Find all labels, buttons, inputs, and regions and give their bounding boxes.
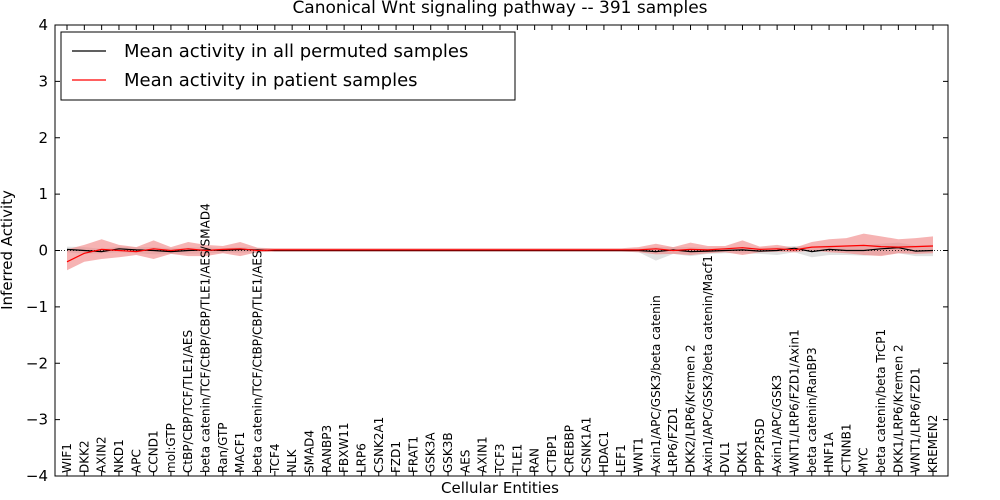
x-tick-label: FRAT1	[406, 436, 420, 473]
x-tick-label: NLK	[285, 448, 299, 473]
x-tick-label: beta catenin/RanBP3	[805, 347, 819, 473]
legend-label-permuted: Mean activity in all permuted samples	[124, 41, 468, 62]
line-series-1	[66, 244, 934, 263]
x-tick-label: CSNK1A1	[580, 417, 594, 473]
x-tick-label: CSNK2A1	[372, 417, 386, 473]
x-tick-label: GSK3B	[441, 432, 455, 473]
y-tick-label: 4	[38, 16, 48, 34]
y-tick-label: −3	[26, 411, 48, 429]
chart-title: Canonical Wnt signaling pathway -- 391 s…	[292, 0, 707, 18]
x-tick-label: WNT1/LRP6/FZD1	[909, 367, 923, 473]
x-tick-label: LEF1	[614, 444, 628, 473]
y-tick-label: 0	[38, 242, 48, 260]
x-tick-label: DVL1	[718, 441, 732, 473]
plot-area	[55, 233, 948, 271]
x-tick-label: GSK3A	[424, 432, 438, 473]
x-tick-label: Ran/GTP	[216, 422, 230, 473]
x-tick-label: WNT1	[632, 437, 646, 473]
x-tick-label: HDAC1	[597, 431, 611, 473]
x-tick-label: Axin1/APC/GSK3	[770, 375, 784, 473]
x-tick-label: FBXW11	[337, 423, 351, 474]
y-tick-label: −1	[26, 298, 48, 316]
x-tick-label: TLE1	[510, 444, 524, 474]
x-tick-label: TCF3	[493, 443, 507, 474]
x-tick-label: AXIN1	[476, 436, 490, 473]
x-tick-label: Axin1/APC/GSK3/beta catenin	[649, 295, 663, 473]
y-axis-title: Inferred Activity	[0, 190, 16, 310]
x-tick-label: WNT1/LRP6/FZD1/Axin1	[787, 329, 801, 473]
y-tick-label: 1	[38, 185, 48, 203]
x-tick-label: DKK2	[77, 440, 91, 473]
x-tick-label: CCND1	[147, 430, 161, 473]
legend: Mean activity in all permuted samples Me…	[60, 31, 516, 101]
x-tick-label: DKK1	[736, 440, 750, 473]
x-tick-label: AXIN2	[95, 436, 109, 473]
x-tick-label: CREBBP	[562, 425, 576, 473]
x-tick-label: PPP2R5D	[753, 418, 767, 473]
x-tick-label: beta catenin/TCF/CtBP/CBP/TLE1/AES	[251, 250, 265, 473]
x-tick-label: SMAD4	[303, 430, 317, 473]
x-tick-label: DKK1/LRP6/Kremen 2	[891, 344, 905, 473]
y-tick-label: 2	[38, 129, 48, 147]
legend-label-patient: Mean activity in patient samples	[124, 70, 418, 91]
legend-box	[60, 31, 516, 101]
x-tick-label: LRP6	[354, 443, 368, 473]
x-tick-label: APC	[129, 449, 143, 473]
x-tick-label: CtBP/CBP/TCF/TLE1/AES	[181, 330, 195, 473]
y-tick-label: 3	[38, 72, 48, 90]
x-tick-label: HNF1A	[822, 431, 836, 473]
band-series-1	[67, 233, 933, 271]
x-tick-label: TCF4	[268, 443, 282, 474]
x-axis-title: Cellular Entities	[441, 479, 559, 497]
x-tick-label: RAN	[528, 448, 542, 473]
x-tick-label: MYC	[857, 448, 871, 473]
x-tick-label: DKK2/LRP6/Kremen 2	[684, 344, 698, 473]
x-tick-label: AES	[458, 450, 472, 473]
x-tick-label: beta catenin/TCF/CtBP/CBP/TLE1/AES/SMAD4	[199, 203, 213, 473]
x-tick-label: RANBP3	[320, 425, 334, 473]
x-tick-label: mol:GTP	[164, 423, 178, 473]
x-axis: WIF1 DKK2 AXIN2 NKD1 APC CCND1 mol:GTP CtBP/CBP…	[60, 25, 940, 476]
y-axis: −4 −3 −2 −1 0 1 2 3 4	[26, 16, 948, 485]
x-tick-label: KREMEN2	[926, 415, 940, 473]
x-tick-label: CTNNB1	[839, 423, 853, 473]
x-tick-label: Axin1/APC/GSK3/beta catenin/Macf1	[701, 255, 715, 473]
x-tick-label: CTBP1	[545, 434, 559, 473]
x-tick-label: NKD1	[112, 439, 126, 473]
x-tick-label: WIF1	[60, 443, 74, 473]
x-tick-label: LRP6/FZD1	[666, 407, 680, 473]
y-tick-label: −4	[26, 467, 48, 485]
x-tick-label: beta catenin/beta TrCP1	[874, 329, 888, 473]
y-tick-label: −2	[26, 354, 48, 372]
x-tick-label: MACF1	[233, 432, 247, 473]
x-tick-label: FZD1	[389, 441, 403, 473]
